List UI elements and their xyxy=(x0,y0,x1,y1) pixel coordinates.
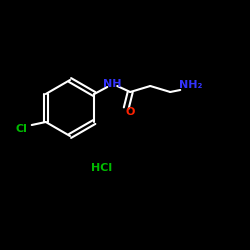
Text: HCl: HCl xyxy=(92,163,112,173)
Text: O: O xyxy=(126,107,135,117)
Text: Cl: Cl xyxy=(16,124,28,134)
Text: NH₂: NH₂ xyxy=(178,80,202,90)
Text: NH: NH xyxy=(103,79,122,89)
